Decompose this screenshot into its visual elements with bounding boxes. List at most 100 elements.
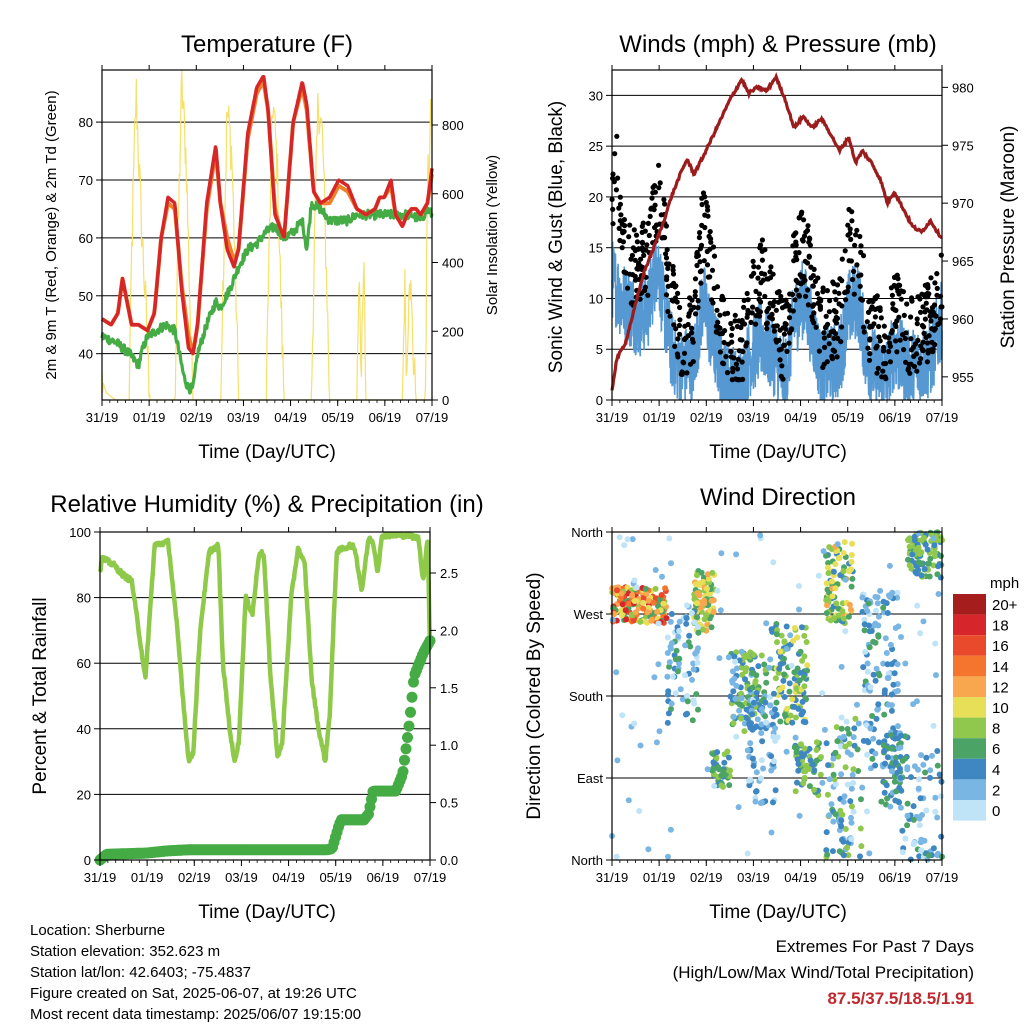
- wind-direction-point: [830, 771, 837, 778]
- wind-direction-xtick-label: 06/19: [879, 870, 912, 885]
- wind-gust-point: [822, 344, 828, 350]
- wind-gust-point: [639, 239, 646, 245]
- wind-direction-point: [676, 618, 683, 625]
- wind-direction-point: [668, 611, 675, 617]
- wind-gust-point: [865, 345, 871, 351]
- precipitation-point: [402, 732, 413, 743]
- wind-direction-point: [721, 751, 728, 758]
- temperature-title: Temperature (F): [181, 31, 353, 58]
- winds-xlabel: Time (Day/UTC): [709, 442, 847, 463]
- wind-direction-point: [832, 811, 839, 818]
- wind-gust-point: [693, 311, 699, 317]
- wind-direction-point: [738, 664, 745, 671]
- temperature-series-td2m: [100, 200, 434, 395]
- wind-gust-point: [700, 190, 707, 196]
- wind-direction-point: [665, 853, 671, 860]
- wind-gust-point: [854, 227, 860, 233]
- wind-gust-point: [811, 310, 817, 316]
- wind-direction-title: Wind Direction: [700, 484, 856, 511]
- wind-direction-point: [930, 535, 937, 542]
- wind-direction-point: [781, 655, 787, 662]
- wind-gust-point: [729, 339, 735, 345]
- wind-gust-point: [711, 253, 718, 259]
- wind-direction-point: [899, 827, 906, 834]
- wind-gust-point: [684, 370, 690, 376]
- wind-direction-point: [663, 615, 670, 622]
- wind-gust-point: [661, 197, 667, 203]
- wind-direction-point: [866, 628, 873, 635]
- wind-direction-point: [842, 826, 849, 832]
- wind-direction-point: [699, 626, 706, 633]
- wind-direction-point: [927, 767, 934, 774]
- wind-gust-point: [820, 285, 826, 291]
- wind-gust-point: [678, 371, 684, 377]
- wind-direction-point: [911, 533, 918, 540]
- speed-legend-swatch: [953, 594, 986, 615]
- wind-direction-point: [631, 577, 638, 584]
- wind-gust-point: [917, 360, 923, 366]
- winds-xtick-label: 07/19: [926, 410, 959, 425]
- wind-direction-point: [922, 769, 929, 776]
- wind-gust-point: [796, 215, 802, 221]
- wind-direction-point: [861, 616, 868, 623]
- wind-gust-point: [767, 269, 773, 275]
- humidity-ytick-right-label: 1.0: [440, 738, 458, 753]
- wind-direction-point: [725, 654, 732, 661]
- wind-gust-point: [695, 298, 701, 304]
- wind-direction-point: [886, 562, 893, 569]
- wind-direction-point: [823, 580, 830, 587]
- wind-direction-point: [875, 613, 882, 620]
- wind-gust-point: [660, 234, 667, 241]
- wind-direction-point: [840, 568, 847, 575]
- wind-direction-point: [823, 740, 830, 747]
- wind-gust-point: [688, 307, 694, 313]
- wind-direction-point: [838, 725, 845, 732]
- wind-gust-point: [880, 368, 886, 374]
- wind-direction-point: [839, 836, 845, 843]
- wind-gust-point: [714, 307, 720, 313]
- wind-direction-point: [784, 705, 791, 712]
- wind-direction-point: [739, 671, 746, 678]
- winds-ytick-label: 20: [589, 190, 603, 205]
- wind-direction-point: [858, 796, 864, 803]
- precipitation-point: [403, 720, 415, 732]
- wind-direction-point: [848, 819, 855, 826]
- wind-gust-point: [934, 271, 940, 277]
- temperature-ytick-label: 40: [79, 347, 93, 362]
- wind-gust-point: [911, 353, 917, 359]
- wind-direction-point: [741, 728, 748, 735]
- wind-direction-point: [801, 774, 808, 781]
- temperature-xtick-label: 06/19: [369, 410, 402, 425]
- extremes-subheading: (High/Low/Max Wind/Total Precipitation): [672, 963, 974, 982]
- wind-direction-point: [676, 655, 683, 662]
- wind-gust-point: [748, 319, 754, 325]
- wind-direction-point: [801, 745, 808, 752]
- wind-gust-point: [755, 275, 761, 281]
- wind-direction-point: [735, 804, 742, 811]
- wind-direction-point: [875, 705, 881, 712]
- wind-direction-point: [750, 652, 757, 658]
- wind-direction-point: [777, 648, 784, 655]
- wind-direction-point: [837, 743, 844, 750]
- temperature-ytick-right-label: 400: [442, 256, 464, 271]
- winds-xtick-label: 01/19: [643, 410, 676, 425]
- wind-gust-point: [728, 320, 734, 327]
- wind-direction-point: [650, 599, 657, 606]
- wind-direction-point: [766, 664, 773, 671]
- speed-legend-title: mph: [990, 575, 1019, 592]
- wind-direction-point: [660, 600, 667, 607]
- wind-direction-xtick-label: 03/19: [737, 870, 770, 885]
- wind-direction-point: [750, 699, 757, 706]
- wind-direction-point: [730, 720, 737, 727]
- wind-gust-point: [781, 342, 788, 348]
- wind-gust-point: [768, 264, 774, 270]
- wind-gust-point: [891, 274, 898, 280]
- wind-direction-point: [915, 785, 922, 792]
- wind-direction-point: [898, 634, 904, 640]
- wind-gust-point: [697, 259, 703, 265]
- wind-direction-point: [751, 724, 758, 731]
- wind-gust-point: [697, 269, 704, 275]
- wind-direction-point: [861, 627, 868, 634]
- wind-gust-point: [672, 295, 679, 301]
- wind-direction-point: [934, 814, 941, 821]
